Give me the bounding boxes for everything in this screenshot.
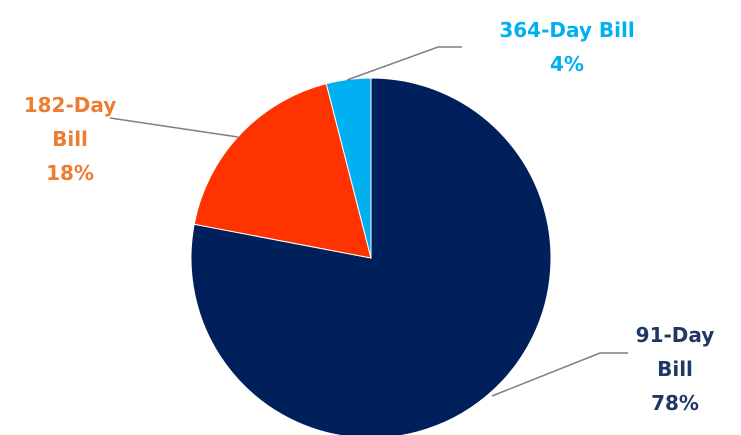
- slice-name-label: Bill: [52, 127, 88, 151]
- slice-value-label: 78%: [651, 391, 699, 415]
- pie-slice-182-day-bill: [193, 83, 372, 259]
- leader-line-364-day-bill: [346, 46, 462, 81]
- slice-label-182-day-bill: 182-Day Bill 18%: [24, 93, 117, 185]
- slice-name-label: 91-Day: [636, 323, 715, 347]
- pie-slice-91-day-bill: [190, 77, 552, 435]
- slice-value-label: 18%: [46, 161, 94, 185]
- slice-name-label: 182-Day: [24, 93, 117, 117]
- leader-line-91-day-bill: [491, 352, 628, 397]
- slice-label-91-day-bill: 91-Day Bill 78%: [636, 323, 715, 415]
- slice-name-label: Bill: [657, 357, 693, 381]
- pie-slices: [190, 77, 552, 435]
- slice-value-label: 4%: [550, 52, 584, 76]
- slice-name-label: 364-Day Bill: [499, 18, 634, 42]
- slice-label-364-day-bill: 364-Day Bill 4%: [499, 18, 634, 76]
- slice-labels: 91-Day Bill 78% 182-Day Bill 18% 364-Day Bill 4…: [24, 18, 715, 415]
- leader-lines: [109, 46, 628, 397]
- leader-line-182-day-bill: [109, 117, 239, 138]
